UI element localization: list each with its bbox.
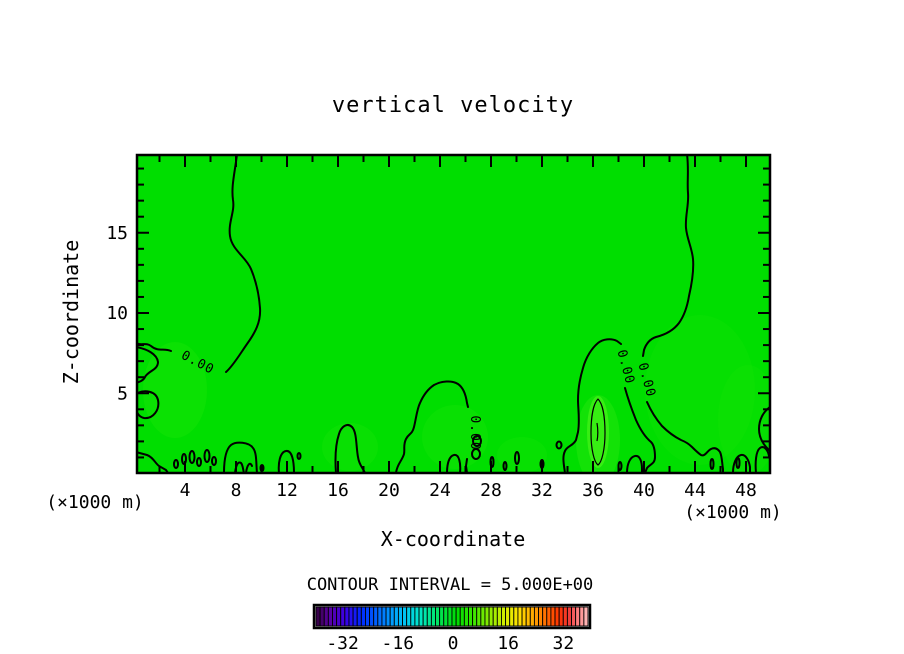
x-tick-label-4: 4 — [180, 480, 191, 501]
colorbar — [315, 606, 589, 627]
plus5-contour — [590, 398, 606, 466]
colorbar-frame — [312, 603, 592, 630]
x-tick-label-48: 48 — [735, 480, 757, 501]
x-unit-right: (×1000 m) — [684, 502, 782, 523]
colorbar-tick-label--16: -16 — [382, 633, 415, 654]
colorbar-tick-label-16: 16 — [497, 633, 519, 654]
x-tick-label-40: 40 — [633, 480, 655, 501]
z-tick-label-10: 10 — [106, 303, 128, 324]
plot-title: vertical velocity — [332, 93, 574, 118]
contour-interval-label: CONTOUR INTERVAL = 5.000E+00 — [307, 575, 594, 595]
x-unit-left: (×1000 m) — [46, 492, 144, 513]
colorbar-tick-label--32: -32 — [326, 633, 359, 654]
x-axis-label: X-coordinate — [381, 527, 526, 551]
x-tick-label-32: 32 — [531, 480, 553, 501]
colorbar-tick-label-32: 32 — [553, 633, 575, 654]
zero-contour-lines — [138, 156, 769, 472]
field-fill — [137, 155, 770, 473]
x-tick-label-44: 44 — [684, 480, 706, 501]
x-tick-label-8: 8 — [231, 480, 242, 501]
colorbar-tick-label-0: 0 — [448, 633, 459, 654]
x-tick-label-28: 28 — [480, 480, 502, 501]
x-tick-label-36: 36 — [582, 480, 604, 501]
x-tick-label-24: 24 — [429, 480, 451, 501]
x-tick-label-20: 20 — [378, 480, 400, 501]
field-shading — [143, 315, 769, 472]
x-tick-label-16: 16 — [327, 480, 349, 501]
plot-frame — [135, 153, 772, 475]
z-tick-label-5: 5 — [117, 383, 128, 404]
axis-ticks — [138, 156, 769, 472]
z-axis-label: Z-coordinate — [59, 240, 83, 385]
contour-label-middle: 0.00 — [467, 415, 482, 450]
x-tick-label-12: 12 — [276, 480, 298, 501]
z-tick-label-15: 15 — [106, 223, 128, 244]
colorbar-tick-labels: -32 -16 0 16 32 — [326, 633, 574, 654]
